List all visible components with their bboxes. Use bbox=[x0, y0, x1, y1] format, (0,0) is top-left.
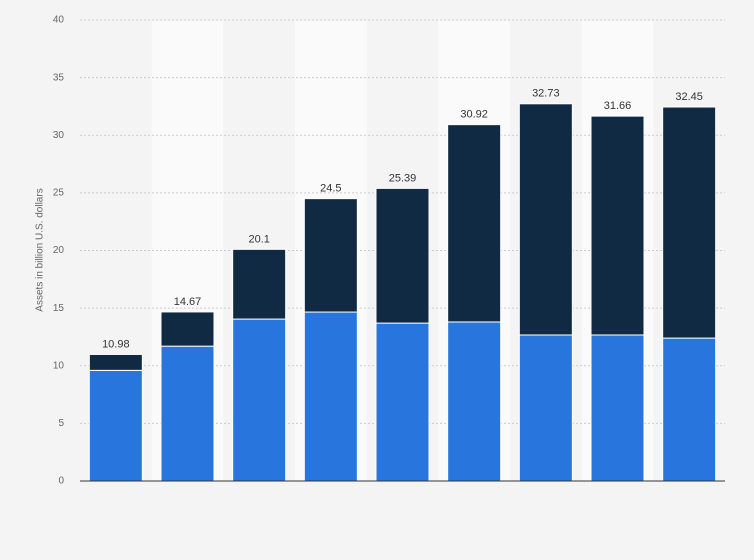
bar-segment bbox=[518, 334, 573, 482]
bar-segment bbox=[662, 106, 717, 339]
bar-segment bbox=[590, 115, 645, 336]
bar-segment bbox=[447, 321, 502, 482]
bar-segment bbox=[160, 345, 215, 482]
y-tick-label: 35 bbox=[53, 72, 65, 83]
value-label: 25.39 bbox=[389, 172, 417, 184]
bar-segment bbox=[88, 353, 143, 371]
y-tick-label: 10 bbox=[53, 360, 65, 371]
y-tick-label: 30 bbox=[53, 130, 65, 141]
y-tick-label: 5 bbox=[58, 418, 64, 429]
value-label: 14.67 bbox=[174, 296, 202, 308]
y-tick-label: 40 bbox=[53, 15, 65, 26]
y-axis-label: Assets in billion U.S. dollars bbox=[35, 188, 46, 311]
bar-segment bbox=[160, 311, 215, 347]
value-label: 30.92 bbox=[460, 109, 488, 121]
y-tick-label: 15 bbox=[53, 303, 65, 314]
y-tick-label: 0 bbox=[58, 476, 64, 487]
bar-segment bbox=[662, 337, 717, 482]
bar-segment bbox=[232, 248, 287, 320]
bar-segment bbox=[447, 124, 502, 323]
y-tick-label: 25 bbox=[53, 188, 65, 199]
y-tick-label: 20 bbox=[53, 245, 65, 256]
bar-segment bbox=[232, 318, 287, 482]
bar-segment bbox=[303, 198, 358, 313]
value-label: 24.5 bbox=[320, 183, 341, 195]
bar-segment bbox=[590, 334, 645, 482]
value-label: 32.73 bbox=[532, 88, 560, 100]
value-label: 31.66 bbox=[604, 100, 632, 112]
bar-segment bbox=[518, 103, 573, 336]
bar-segment bbox=[88, 369, 143, 482]
value-label: 32.45 bbox=[675, 91, 703, 103]
bar-segment bbox=[375, 187, 430, 324]
bar-segment bbox=[303, 311, 358, 482]
value-label: 10.98 bbox=[102, 338, 130, 350]
bar-segment bbox=[375, 322, 430, 482]
value-label: 20.1 bbox=[248, 233, 269, 245]
